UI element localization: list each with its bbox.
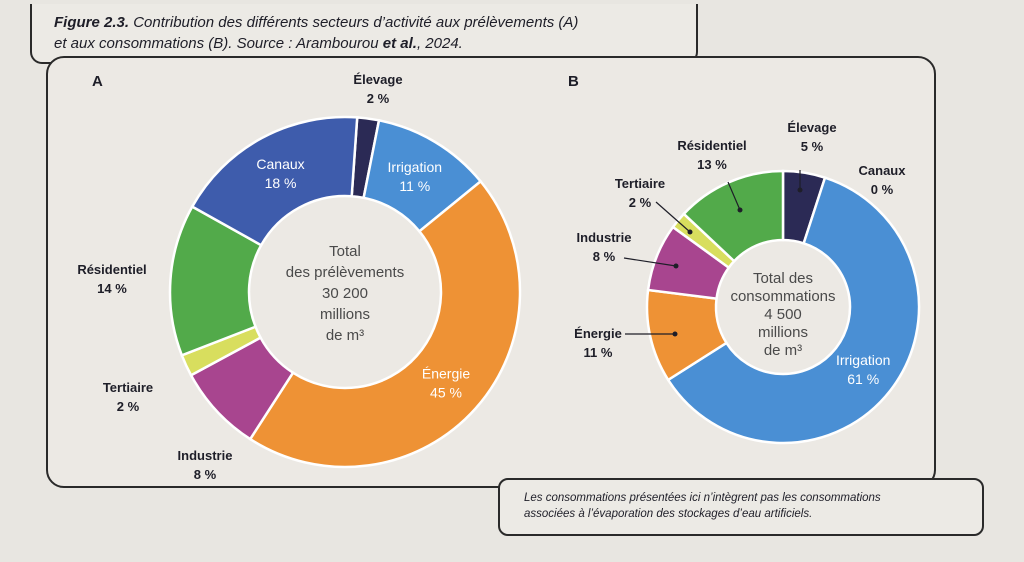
slice-label-industrie: Industrie: [178, 448, 233, 463]
slice-label-tertiaire: Tertiaire: [103, 380, 153, 395]
slice-percent-industrie: 8 %: [194, 467, 217, 482]
slice-percent-irrigation: 11 %: [399, 178, 430, 194]
slice-percent-elevage: 2 %: [367, 91, 390, 106]
footnote-line-1: Les consommations présentées ici n’intèg…: [524, 492, 881, 504]
slice-percent-irrigation: 61 %: [847, 371, 879, 387]
slice-percent-canaux: 18 %: [265, 175, 297, 191]
slice-percent-residentiel: 14 %: [97, 281, 127, 296]
slice-percent-residentiel: 13 %: [697, 157, 727, 172]
leader-dot-elevage: [797, 187, 803, 193]
slice-label-tertiaire: Tertiaire: [615, 176, 665, 191]
slice-percent-canaux: 0 %: [871, 182, 894, 197]
slice-label-canaux: Canaux: [859, 163, 907, 178]
leader-dot-energie: [672, 331, 678, 337]
center-text-line: 4 500: [764, 306, 802, 323]
footnote-line-2: associées à l’évaporation des stockages …: [524, 508, 813, 520]
caption-text-1: Contribution des différents secteurs d’a…: [129, 14, 579, 31]
caption-et-al: et al.: [382, 35, 417, 52]
leader-line-residentiel: [727, 181, 741, 211]
caption-text-2: et aux consommations (B). Source : Aramb…: [54, 35, 383, 52]
slice-label-energie: Énergie: [574, 326, 622, 341]
slice-label-elevage: Élevage: [353, 72, 402, 87]
slice-label-elevage: Élevage: [787, 120, 836, 135]
slice-label-irrigation: Irrigation: [836, 352, 890, 368]
slice-residentiel: [682, 169, 785, 263]
footnote-box: Les consommations présentées ici n’intèg…: [498, 478, 984, 536]
panel-label-A: A: [92, 73, 103, 90]
leader-line-tertiaire: [655, 201, 691, 233]
leader-line-industrie: [623, 257, 677, 267]
slice-label-industrie: Industrie: [577, 230, 632, 245]
slice-label-irrigation: Irrigation: [388, 159, 442, 175]
slice-label-residentiel: Résidentiel: [77, 262, 146, 277]
center-text-line: consommations: [730, 288, 835, 305]
leader-dot-tertiaire: [687, 229, 693, 235]
slice-percent-tertiaire: 2 %: [117, 399, 140, 414]
center-text-line: de m³: [326, 327, 364, 344]
center-text-line: de m³: [764, 342, 802, 359]
leader-dot-industrie: [673, 263, 679, 269]
slice-label-energie: Énergie: [422, 365, 470, 381]
center-text-line: 30 200: [322, 285, 368, 302]
slice-percent-industrie: 8 %: [593, 249, 616, 264]
center-text-line: Total: [329, 243, 361, 260]
slice-irrigation: [666, 176, 921, 445]
slice-percent-elevage: 5 %: [801, 139, 824, 154]
caption-year: , 2024.: [416, 35, 463, 52]
donut-chart-A: Élevage 2 % Irrigation 11 % Énergie 45 % Indus…: [77, 72, 522, 482]
slice-percent-energie: 45 %: [430, 384, 462, 400]
leader-dot-residentiel: [737, 207, 743, 213]
panel-label-B: B: [568, 73, 579, 90]
center-text-line: millions: [320, 306, 370, 323]
slice-percent-tertiaire: 2 %: [629, 195, 652, 210]
center-text-line: millions: [758, 324, 808, 341]
slice-label-residentiel: Résidentiel: [677, 138, 746, 153]
slice-canaux: [190, 115, 359, 247]
center-text-line: Total des: [753, 270, 813, 287]
slice-label-canaux: Canaux: [256, 156, 304, 172]
slice-percent-energie: 11 %: [584, 345, 613, 360]
figure-caption: Figure 2.3. Contribution des différents …: [30, 4, 698, 64]
slice-energie: [248, 179, 522, 469]
donut-chart-B: Élevage 5 % Canaux 0 % Irrigation 61 % Énergie…: [568, 73, 921, 445]
center-text-line: des prélèvements: [286, 264, 404, 281]
figure-label: Figure 2.3.: [54, 14, 130, 31]
